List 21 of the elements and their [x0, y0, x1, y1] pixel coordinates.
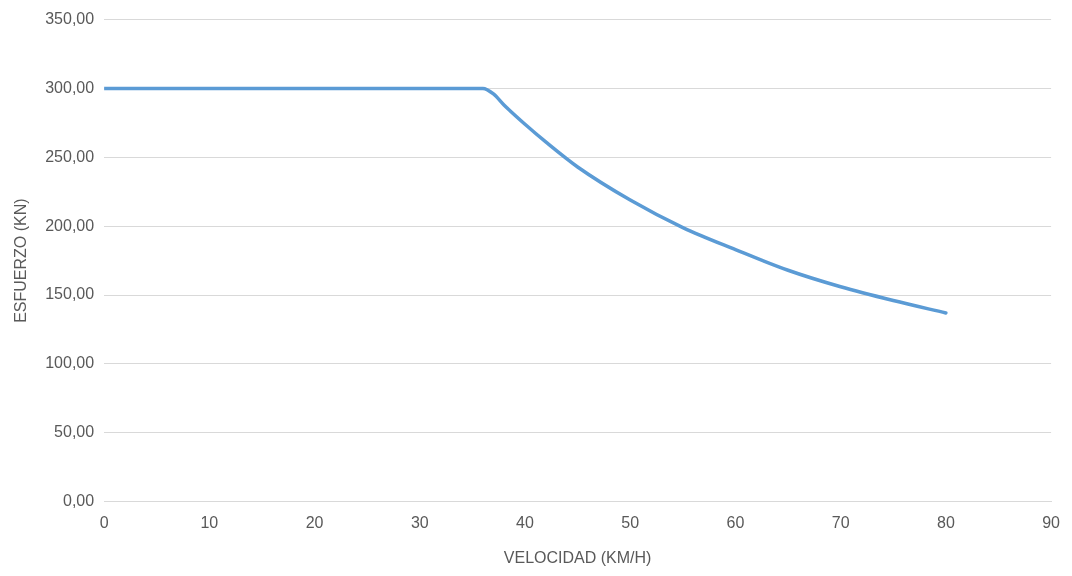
x-tick-label: 70 [831, 513, 850, 531]
x-tick-label: 90 [1042, 513, 1061, 531]
line-series [104, 86, 948, 315]
y-tick-label: 250,00 [45, 147, 95, 165]
x-tick-label: 30 [410, 513, 429, 531]
y-tick-label: 100,00 [45, 354, 95, 372]
x-axis-title: VELOCIDAD (KM/H) [503, 548, 652, 566]
x-tick-label: 80 [936, 513, 955, 531]
y-axis-title: ESFUERZO (KN) [12, 198, 30, 323]
y-tick-label: 200,00 [45, 216, 95, 234]
x-tick-label: 10 [200, 513, 219, 531]
x-tick-label: 40 [516, 513, 535, 531]
x-tick-label: 0 [99, 513, 109, 531]
y-tick-label: 150,00 [45, 285, 95, 303]
x-tick-label: 20 [305, 513, 324, 531]
y-tick-label: 50,00 [54, 423, 95, 441]
y-tick-label: 350,00 [45, 10, 95, 28]
x-tick-label: 50 [621, 513, 640, 531]
x-tick-label: 60 [726, 513, 745, 531]
y-tick-label: 0,00 [63, 492, 95, 510]
y-tick-label: 300,00 [45, 78, 95, 96]
